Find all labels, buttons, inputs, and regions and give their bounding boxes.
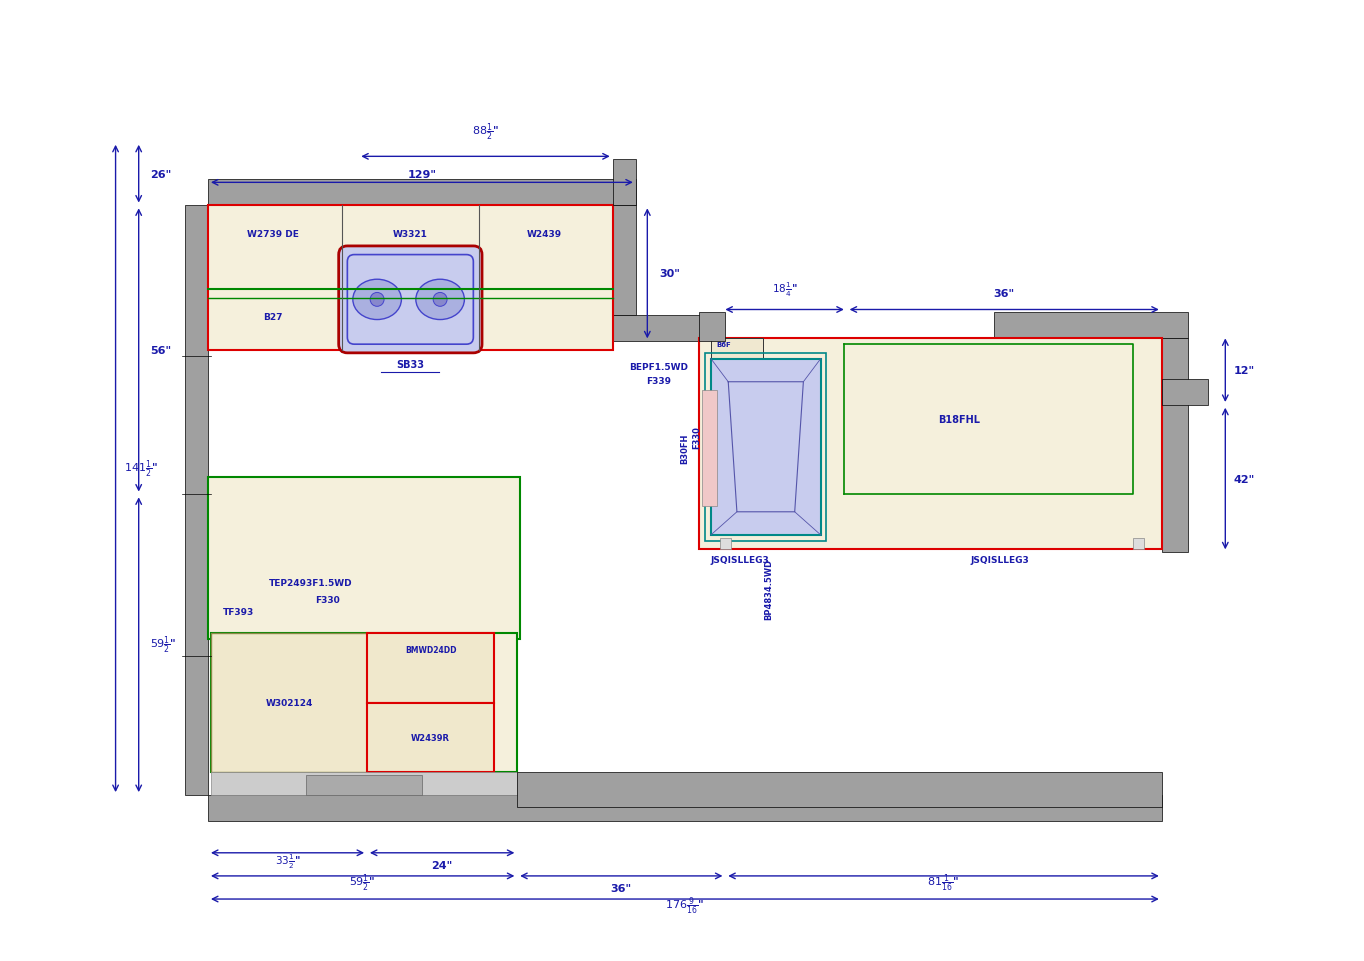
Text: $176\frac{9}{16}$": $176\frac{9}{16}$": [666, 895, 704, 917]
Bar: [705, 354, 827, 541]
Text: W302124: W302124: [265, 699, 312, 707]
Bar: [307, 775, 421, 795]
Circle shape: [434, 293, 447, 307]
Text: W3321: W3321: [393, 230, 428, 238]
Bar: [211, 772, 517, 795]
Text: $33\frac{1}{2}$": $33\frac{1}{2}$": [274, 851, 300, 871]
Text: W2439: W2439: [527, 230, 562, 238]
Text: SB33: SB33: [397, 359, 424, 369]
Text: B27: B27: [263, 312, 282, 322]
Text: 26": 26": [150, 169, 172, 180]
Ellipse shape: [353, 280, 401, 320]
Bar: [209, 795, 1162, 821]
Bar: [209, 207, 612, 351]
Text: B30FH: B30FH: [681, 433, 689, 464]
Text: 30": 30": [659, 269, 679, 279]
Bar: [209, 181, 636, 207]
Text: $141\frac{1}{2}$": $141\frac{1}{2}$": [124, 458, 158, 480]
Bar: [711, 339, 762, 374]
Text: BP4834.5WD: BP4834.5WD: [764, 558, 773, 620]
Bar: [1162, 339, 1188, 553]
Text: 36": 36": [993, 288, 1015, 299]
Text: 129": 129": [408, 170, 436, 181]
Text: B6F: B6F: [716, 342, 731, 348]
Bar: [994, 313, 1188, 339]
Bar: [720, 538, 731, 550]
Text: BEPF1.5WD: BEPF1.5WD: [629, 362, 689, 371]
Bar: [702, 391, 716, 506]
Bar: [211, 633, 517, 772]
Text: 24": 24": [431, 860, 453, 871]
Text: 56": 56": [150, 346, 172, 356]
Text: W2739 DE: W2739 DE: [247, 230, 299, 238]
Text: $59\frac{1}{2}$": $59\frac{1}{2}$": [349, 872, 376, 894]
Bar: [700, 339, 1162, 550]
Text: F330: F330: [692, 426, 701, 449]
Text: $59\frac{1}{2}$": $59\frac{1}{2}$": [150, 634, 177, 655]
Bar: [209, 478, 520, 639]
Bar: [367, 633, 494, 702]
Text: $81\frac{1}{16}$": $81\frac{1}{16}$": [928, 872, 960, 894]
Text: JSQISLLEG3: JSQISLLEG3: [971, 555, 1030, 564]
Bar: [612, 316, 723, 342]
Text: TF393: TF393: [222, 607, 254, 616]
Bar: [1133, 538, 1144, 550]
Text: F330: F330: [315, 596, 340, 604]
Bar: [517, 772, 1162, 806]
Text: TEP2493F1.5WD: TEP2493F1.5WD: [269, 579, 352, 587]
Text: JSQISLLEG3: JSQISLLEG3: [711, 555, 769, 564]
Text: F339: F339: [647, 377, 671, 385]
Text: 42": 42": [1234, 474, 1255, 484]
Text: B18FHL: B18FHL: [938, 415, 981, 425]
FancyBboxPatch shape: [348, 256, 473, 345]
Bar: [711, 359, 821, 535]
Bar: [211, 633, 367, 772]
Circle shape: [370, 293, 385, 307]
Bar: [1162, 380, 1209, 406]
FancyBboxPatch shape: [338, 247, 481, 354]
Bar: [367, 702, 494, 772]
Bar: [612, 160, 636, 207]
Bar: [700, 313, 726, 342]
Text: $18\frac{1}{4}$": $18\frac{1}{4}$": [772, 281, 798, 299]
Ellipse shape: [416, 280, 464, 320]
Bar: [186, 207, 209, 795]
Bar: [612, 207, 636, 316]
Text: 12": 12": [1234, 366, 1255, 376]
Text: $88\frac{1}{2}$": $88\frac{1}{2}$": [472, 121, 499, 143]
Text: BMWD24DD: BMWD24DD: [405, 645, 457, 654]
Text: W2439R: W2439R: [411, 733, 450, 742]
Text: 36": 36": [611, 883, 632, 894]
